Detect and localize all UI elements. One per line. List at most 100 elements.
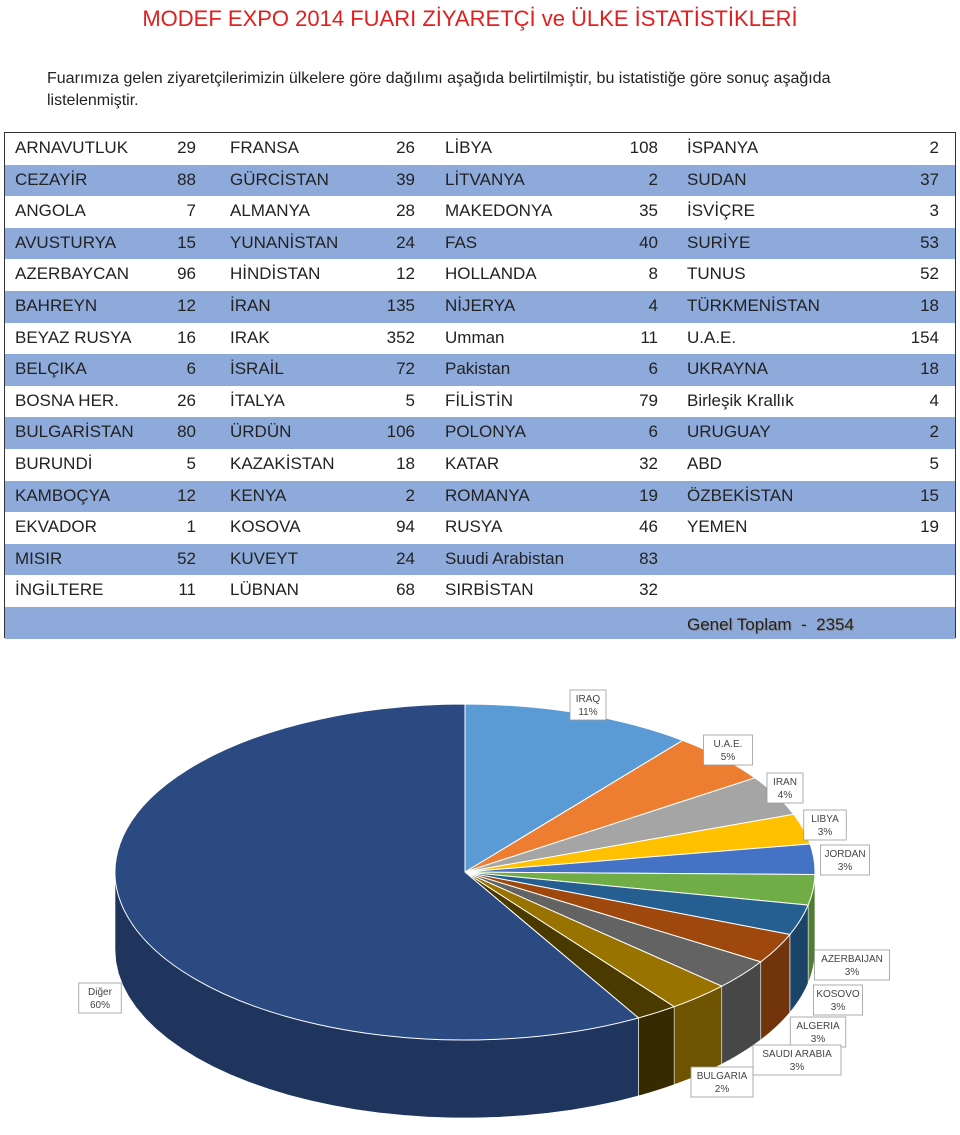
slice-label: IRAQ [576,694,601,705]
count: 18 [920,359,939,379]
slice-label: KOSOVO [816,989,860,1000]
country: TÜRKMENİSTAN [687,296,820,315]
country: TUNUS [687,264,746,284]
country: SURİYE [687,232,751,252]
slice-value: 3% [790,1062,805,1073]
count: 32 [639,580,658,600]
country: Suudi Arabistan [445,548,565,568]
table-row: BOSNA HER. 26 İTALYA 5 FİLİSTİN 79 Birleşik Kr… [5,385,955,418]
country: İTALYA [230,390,285,410]
country: İRAN [230,296,271,315]
count: 106 [386,422,415,442]
count: 96 [177,264,196,284]
slice-label: JORDAN [824,849,865,860]
table-row: ANGOLA 7 ALMANYA 28 MAKEDONYA 35 İSVİÇRE 3 [5,196,955,228]
count: 19 [639,485,658,505]
count: 80 [177,422,196,442]
count: 2 [929,138,939,157]
table-row: BEYAZ RUSYA 16 IRAK 352 Umman 11 U.A.E. 154 [5,322,955,355]
count: 1 [186,517,196,537]
count: 79 [639,390,658,410]
count: 46 [639,517,658,537]
count: 29 [177,138,196,157]
count: 108 [629,138,658,157]
count: 18 [396,454,415,473]
country: MISIR [15,548,63,568]
count: 24 [396,232,415,252]
country: GÜRCİSTAN [230,169,329,189]
country: İSPANYA [687,138,759,157]
country: BELÇIKA [15,359,87,379]
count: 53 [920,232,939,252]
table-row: KAMBOÇYA 12 KENYA 2 ROMANYA 19 ÖZBEKİSTAN 15 [5,480,955,513]
count: 72 [396,359,415,379]
count: 94 [396,517,415,537]
table-row: CEZAYİR 88 GÜRCİSTAN 39 LİTVANYA 2 SUDAN 37 [5,164,955,197]
table-row: Genel Toplam - 2354 [5,607,955,639]
count: 3 [929,201,939,221]
table-row: İNGİLTERE 11 LÜBNAN 68 SIRBİSTAN 32 [5,575,955,607]
slice [114,703,640,1041]
count: 5 [929,454,939,473]
slice-value: 3% [811,1034,826,1045]
country: POLONYA [445,422,526,442]
count: 15 [920,485,939,505]
country: Pakistan [445,359,511,379]
slice-side [638,1006,675,1097]
country: BURUNDİ [15,454,93,473]
country: CEZAYİR [15,169,88,189]
table-row: EKVADOR 1 KOSOVA 94 RUSYA 46 YEMEN 19 [5,512,955,544]
intro: Fuarımıza gelen ziyaretçilerimizin ülkel… [47,70,831,109]
count: 39 [396,169,415,189]
count: 11 [640,327,658,347]
slice-label: Diğer [88,987,113,998]
country: İSRAİL [230,359,284,379]
table-row: BULGARİSTAN 80 ÜRDÜN 106 POLONYA 6 URUGUAY 2 [5,417,955,449]
country: FRANSA [230,138,299,157]
count: 18 [920,296,939,315]
country: U.A.E. [687,327,737,347]
slice-value: 3% [818,827,833,838]
count: 12 [177,485,196,505]
country: ÜRDÜN [230,422,292,442]
label-box [803,809,847,841]
count: 52 [920,264,939,284]
slice-value: 60% [90,1000,110,1011]
country: ARNAVUTLUK [15,138,129,157]
count: 32 [639,454,658,473]
label-box [814,949,890,981]
count: 7 [186,201,196,221]
country: HİNDİSTAN [230,264,321,284]
count: 6 [186,359,196,379]
table-row: MISIR 52 KUVEYT 24 Suudi Arabistan 83 [5,543,955,576]
table-row: AZERBAYCAN 96 HİNDİSTAN 12 HOLLANDA 8 TUNUS 52 [5,259,955,291]
country: ÖZBEKİSTAN [687,485,794,505]
slice-label: IRAN [773,777,797,788]
label-box [752,1044,842,1076]
count: 5 [186,454,196,473]
count: 26 [396,138,415,157]
count: 6 [648,359,658,379]
country: ABD [687,454,722,473]
table-row: BURUNDİ 5 KAZAKİSTAN 18 KATAR 32 ABD 5 [5,449,955,481]
count: 24 [396,548,415,568]
slice-label: SAUDI ARABIA [762,1049,832,1060]
country: ROMANYA [445,485,530,505]
country: KATAR [445,454,500,473]
label-box [820,844,870,876]
country: BAHREYN [15,296,98,315]
count: 4 [929,390,939,410]
table-row: BELÇIKA 6 İSRAİL 72 Pakistan 6 UKRAYNA 18 [5,354,955,386]
label-box [766,772,804,804]
country: YEMEN [687,517,748,537]
count: 154 [910,327,939,347]
table: ARNAVUTLUK 29 FRANSA 26 LİBYA 108 İSPANYA 2 CEZA… [4,132,956,639]
slice-label: LIBYA [811,814,839,825]
country: Birleşik Krallık [687,390,794,410]
count: 28 [396,201,415,221]
count: 12 [177,296,196,315]
country: EKVADOR [15,517,97,537]
country: UKRAYNA [687,359,768,379]
count: 2 [929,422,939,442]
